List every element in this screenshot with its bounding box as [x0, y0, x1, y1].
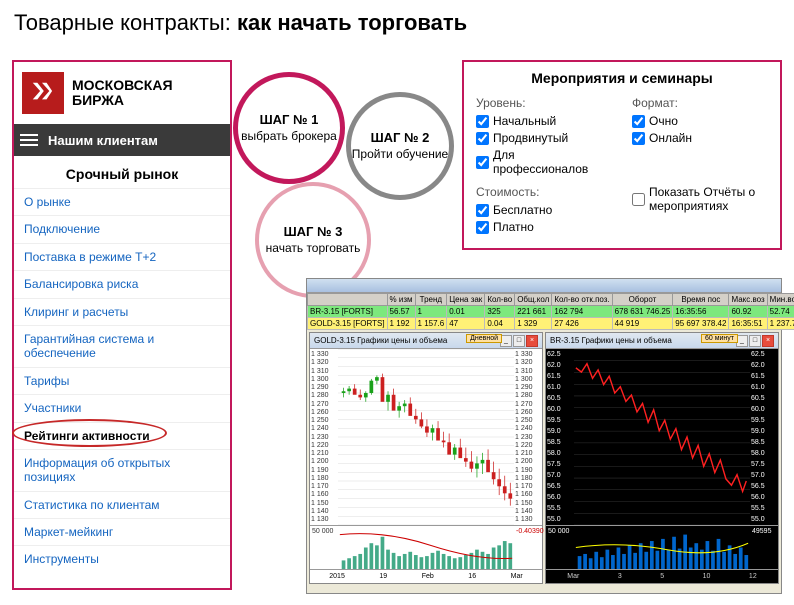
format-label: Формат: [632, 96, 768, 110]
sidebar-item[interactable]: Инструменты [14, 545, 230, 572]
chart-left-volume [338, 526, 514, 569]
nav-label[interactable]: Нашим клиентам [48, 133, 158, 148]
maximize-icon[interactable]: □ [513, 335, 525, 347]
chart-left-period[interactable]: Дневной [466, 334, 502, 343]
level-option[interactable]: Начальный [476, 114, 612, 128]
step-2-bubble: ШАГ № 2Пройти обучение [346, 92, 454, 200]
level-label: Уровень: [476, 96, 612, 110]
logo-text: МОСКОВСКАЯБИРЖА [72, 78, 173, 109]
checkbox[interactable] [476, 156, 489, 169]
chart-right-yaxis-left: 62.562.061.561.060.560.059.559.058.558.0… [546, 349, 574, 525]
seminar-title: Мероприятия и семинары [476, 70, 768, 86]
chart-right-title: BR-3.15 Графики цены и объема [550, 336, 672, 345]
sidebar-item[interactable]: Информация об открытых позициях [14, 449, 230, 491]
sidebar-item[interactable]: Гарантийная система и обеспечение [14, 325, 230, 367]
app-titlebar [307, 279, 781, 293]
step-1-bubble: ШАГ № 1выбрать брокера [233, 72, 345, 184]
sidebar-panel: МОСКОВСКАЯБИРЖА Нашим клиентам Срочный р… [12, 60, 232, 590]
quote-row[interactable]: BR-3.15 [FORTS]56.5710.01325221 661162 7… [308, 306, 794, 318]
chart-left-yaxis-right: 1 3301 3201 3101 3001 2901 2801 2701 260… [514, 349, 542, 525]
maximize-icon[interactable]: □ [749, 335, 761, 347]
cost-option[interactable]: Платно [476, 220, 612, 234]
level-option[interactable]: Для профессионалов [476, 148, 612, 176]
logo-row: МОСКОВСКАЯБИРЖА [14, 62, 230, 124]
seminar-panel: Мероприятия и семинары Уровень: Начальны… [462, 60, 782, 250]
cost-option[interactable]: Бесплатно [476, 203, 612, 217]
chart-left-yaxis-left: 1 3301 3201 3101 3001 2901 2801 2701 260… [310, 349, 338, 525]
close-icon[interactable]: × [526, 335, 538, 347]
chart-right-period[interactable]: 60 минут [701, 334, 738, 343]
chart-right-xaxis: Mar351012 [546, 569, 778, 583]
level-option[interactable]: Продвинутый [476, 131, 612, 145]
sidebar-item[interactable]: Маркет-мейкинг [14, 518, 230, 545]
chart-left-main[interactable] [338, 349, 514, 525]
quote-table: % измТрендЦена закКол-воОбщ.колКол-во от… [307, 293, 794, 330]
chart-right-panel: BR-3.15 Графики цены и объема 60 минут _… [545, 332, 779, 584]
trading-app-window: % измТрендЦена закКол-воОбщ.колКол-во от… [306, 278, 782, 594]
sidebar-item[interactable]: Клиринг и расчеты [14, 298, 230, 325]
nav-bar: Нашим клиентам [14, 124, 230, 156]
checkbox[interactable] [632, 132, 645, 145]
sidebar-item[interactable]: Статистика по клиентам [14, 491, 230, 518]
sidebar-item[interactable]: Участники [14, 394, 230, 421]
checkbox[interactable] [476, 204, 489, 217]
cost-label: Стоимость: [476, 185, 612, 199]
page-title: Товарные контракты: как начать торговать [0, 0, 794, 46]
reports-checkbox[interactable] [632, 193, 645, 206]
sidebar-item[interactable]: О рынке [14, 188, 230, 215]
chart-left-xaxis: 201519Feb16Mar [310, 569, 542, 583]
quote-row[interactable]: GOLD-3.15 [FORTS]1 1921 157.6470.041 329… [308, 318, 794, 330]
chart-right-volume [574, 526, 750, 569]
sidebar-item[interactable]: Балансировка риска [14, 270, 230, 297]
chart-left-panel: GOLD-3.15 Графики цены и объема Дневной … [309, 332, 543, 584]
chart-right-main[interactable] [574, 349, 750, 525]
chart-left-title: GOLD-3.15 Графики цены и объема [314, 336, 447, 345]
hamburger-icon[interactable] [20, 134, 38, 146]
moex-logo-icon [22, 72, 64, 114]
sidebar-item[interactable]: Рейтинги активности [14, 422, 230, 449]
format-option[interactable]: Онлайн [632, 131, 768, 145]
checkbox[interactable] [476, 132, 489, 145]
sidebar-item[interactable]: Подключение [14, 215, 230, 242]
sidebar-item[interactable]: Поставка в режиме Т+2 [14, 243, 230, 270]
reports-label: Показать Отчёты о мероприятиях [649, 185, 768, 213]
reports-checkbox-row[interactable]: Показать Отчёты о мероприятиях [632, 185, 768, 213]
close-icon[interactable]: × [762, 335, 774, 347]
checkbox[interactable] [476, 221, 489, 234]
sidebar-item[interactable]: Тарифы [14, 367, 230, 394]
checkbox[interactable] [476, 115, 489, 128]
menu-section-title: Срочный рынок [14, 156, 230, 188]
menu-list: О рынкеПодключениеПоставка в режиме Т+2Б… [14, 188, 230, 573]
chart-right-yaxis-right: 62.562.061.561.060.560.059.559.058.558.0… [750, 349, 778, 525]
checkbox[interactable] [632, 115, 645, 128]
format-option[interactable]: Очно [632, 114, 768, 128]
